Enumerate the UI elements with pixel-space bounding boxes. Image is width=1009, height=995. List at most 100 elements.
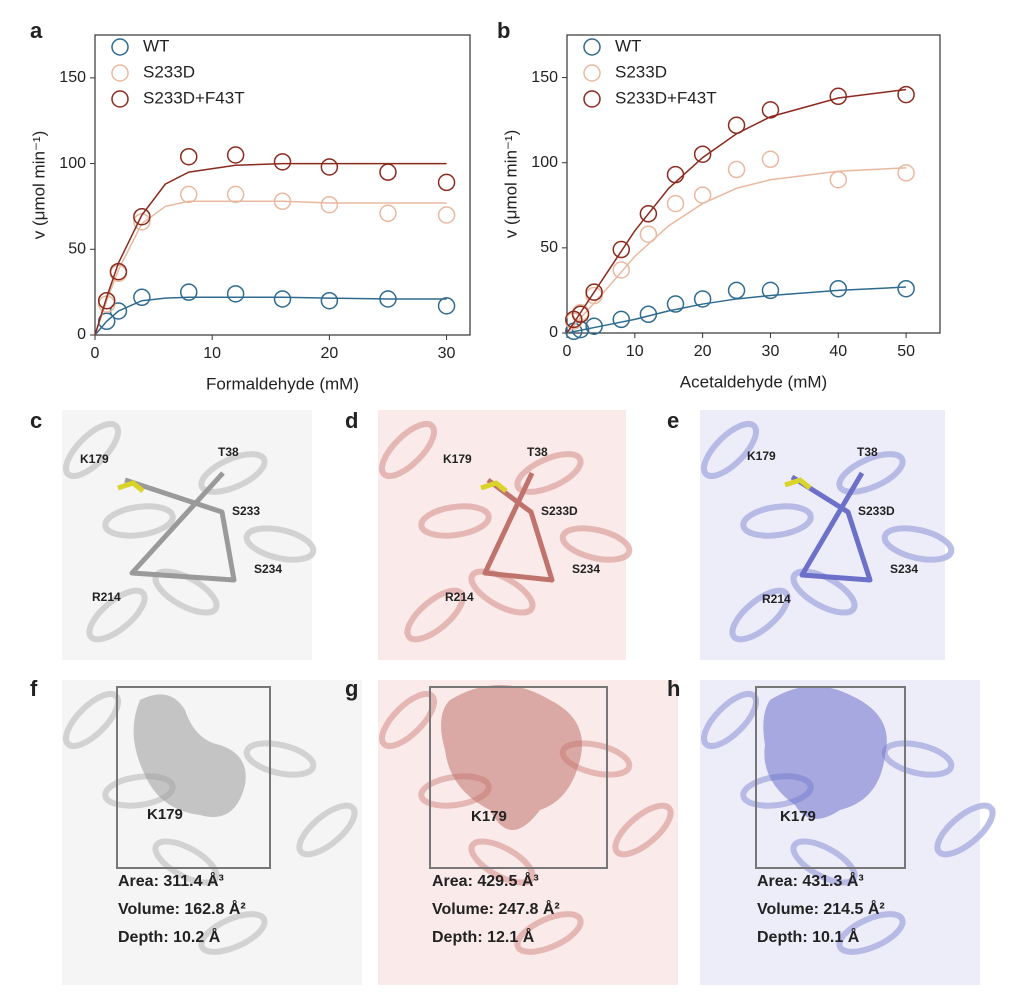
data-point (379, 163, 397, 181)
x-tick-label: 20 (320, 345, 338, 362)
legend-marker (583, 90, 601, 108)
helix-cartoon (243, 525, 317, 563)
pocket-stat: Area: 429.5 Å³ (432, 871, 539, 890)
data-point (320, 158, 339, 176)
pocket-stat: Area: 431.3 Å³ (757, 871, 864, 890)
y-tick-label: 50 (540, 239, 558, 256)
fit-line (566, 167, 907, 334)
pocket-stat: Depth: 10.2 Å (118, 927, 221, 946)
data-point (585, 283, 603, 301)
x-tick-label: 30 (762, 343, 780, 360)
structure-background (62, 410, 312, 660)
pocket-surface (133, 694, 246, 817)
data-point (727, 281, 746, 300)
data-point (585, 317, 603, 335)
data-point (437, 173, 456, 192)
helix-cartoon (468, 838, 536, 886)
helix-cartoon (836, 911, 906, 955)
data-point (693, 145, 712, 163)
legend-marker (583, 38, 601, 56)
y-axis-label: v (μmol min⁻¹) (29, 131, 48, 239)
data-point (761, 150, 780, 169)
helix-cartoon (881, 525, 955, 563)
x-tick-label: 30 (438, 345, 456, 362)
helix-cartoon (559, 525, 633, 563)
helix-cartoon (729, 587, 791, 643)
data-point (180, 283, 198, 301)
plot-frame (566, 34, 941, 334)
data-point (109, 262, 128, 281)
data-point (829, 170, 848, 189)
k179-sticks (480, 480, 508, 493)
data-point (273, 192, 292, 211)
data-point (612, 310, 631, 329)
residue-label: K179 (147, 806, 183, 823)
data-point (666, 194, 685, 213)
helix-cartoon (243, 740, 317, 778)
fit-line (94, 296, 447, 336)
helix-cartoon (701, 420, 759, 479)
data-point (666, 295, 685, 313)
legend-label: WT (143, 36, 169, 55)
residue-label: S233D (541, 504, 578, 518)
data-point (897, 85, 915, 104)
fit-line (566, 88, 907, 334)
structure-background (62, 680, 362, 985)
residue-label: S234 (254, 562, 282, 576)
data-point (273, 153, 292, 171)
helix-cartoon (296, 802, 358, 858)
legend-label: WT (615, 36, 641, 55)
residue-label: S233D (858, 504, 895, 518)
y-tick-label: 50 (68, 241, 86, 258)
data-point (180, 147, 198, 166)
x-tick-label: 0 (91, 345, 100, 362)
plot-frame (94, 34, 471, 336)
helix-cartoon (379, 691, 437, 749)
legend-label: S233D (143, 62, 195, 81)
residue-label: K179 (443, 452, 472, 466)
y-tick-label: 100 (531, 154, 558, 171)
x-tick-label: 0 (563, 343, 572, 360)
pocket-stat: Volume: 162.8 Å² (118, 899, 246, 918)
data-point (639, 205, 658, 223)
data-point (761, 101, 780, 119)
data-point (273, 290, 292, 308)
pocket-box (755, 686, 906, 869)
data-point (829, 87, 848, 106)
residue-label: S233 (232, 504, 260, 518)
legend-label: S233D (615, 62, 667, 81)
x-axis-label: Acetaldehyde (mM) (680, 372, 827, 391)
data-point (693, 186, 712, 204)
data-point (226, 185, 245, 204)
residue-sticks (482, 471, 555, 583)
helix-cartoon (63, 421, 121, 479)
data-point (571, 305, 590, 324)
pocket-stat: Depth: 10.1 Å (757, 927, 860, 946)
data-point (226, 285, 245, 303)
residue-label: T38 (857, 445, 878, 459)
y-tick-label: 0 (77, 326, 86, 343)
data-point (379, 204, 397, 223)
pocket-stat: Depth: 12.1 Å (432, 927, 535, 946)
residue-label: R214 (762, 592, 791, 606)
data-point (829, 279, 848, 298)
x-tick-label: 10 (203, 345, 221, 362)
x-axis-label: Formaldehyde (mM) (206, 374, 359, 393)
data-point (612, 240, 631, 259)
x-tick-label: 10 (626, 343, 644, 360)
k179-sticks (117, 480, 145, 493)
x-tick-label: 40 (829, 343, 847, 360)
panel-label: e (667, 408, 679, 433)
data-point (379, 290, 397, 308)
x-tick-label: 50 (897, 343, 915, 360)
helix-cartoon (790, 568, 858, 616)
helix-cartoon (418, 503, 492, 539)
helix-cartoon (404, 587, 466, 643)
data-point (226, 146, 245, 164)
helix-cartoon (934, 802, 996, 858)
data-point (437, 206, 456, 224)
x-tick-label: 20 (694, 343, 712, 360)
data-point (612, 261, 631, 279)
helix-cartoon (198, 911, 268, 955)
residue-label: R214 (92, 590, 121, 604)
